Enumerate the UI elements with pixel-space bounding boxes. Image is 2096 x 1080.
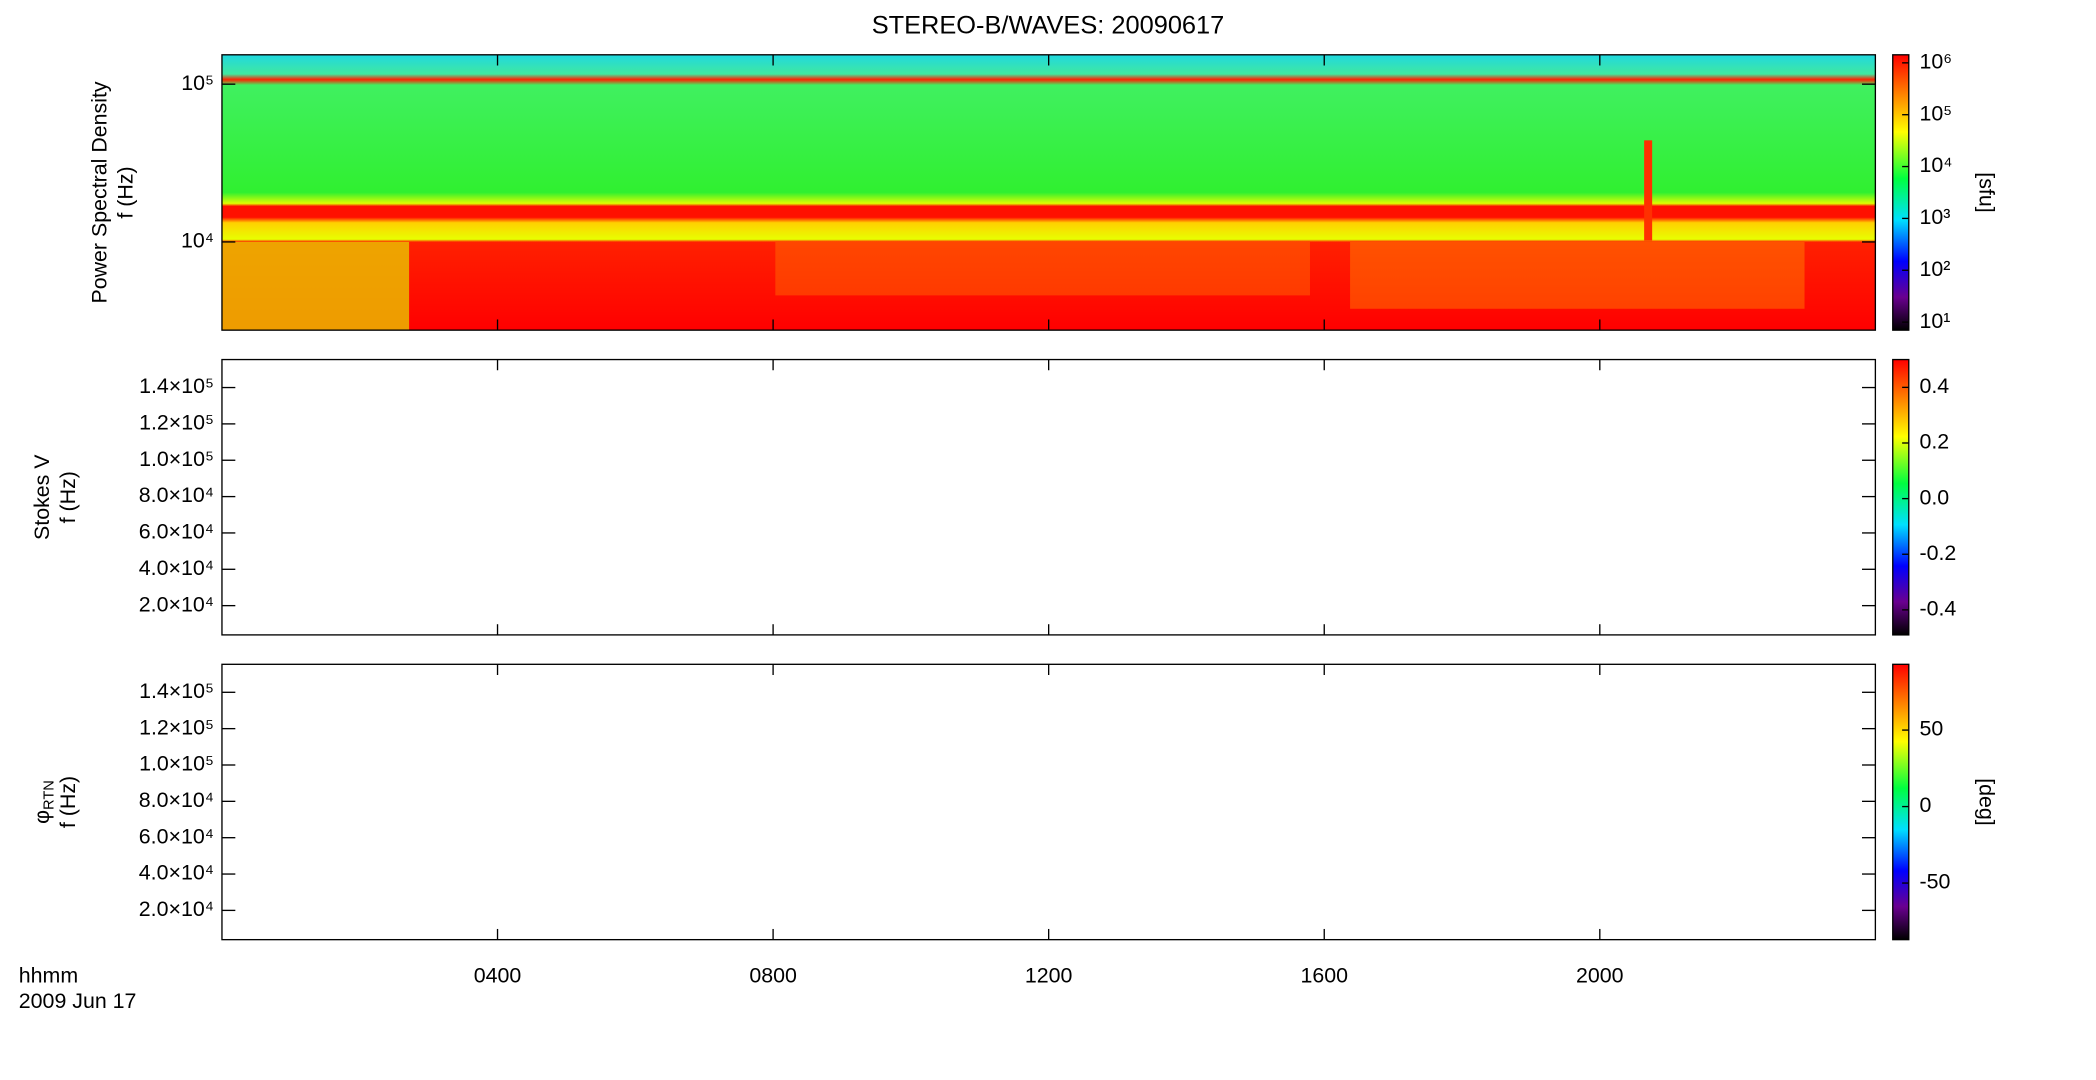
spectrogram-patch: [775, 241, 1310, 296]
chart-title: STEREO-B/WAVES: 20090617: [872, 11, 1225, 39]
y-axis-label-text: φ: [29, 810, 53, 824]
colorbar-label: [sfu]: [1974, 172, 1998, 212]
y-tick-label: 1.0×10⁵: [139, 447, 214, 471]
colorbar-tick-label: 10²: [1919, 257, 1950, 281]
colorbar-tick-label: 0.2: [1919, 430, 1949, 454]
y-tick-label: 10⁴: [181, 229, 214, 253]
y-axis-unit: f (Hz): [114, 166, 138, 218]
colorbar-tick-label: 10⁶: [1919, 49, 1952, 73]
y-axis-label: φRTN: [29, 780, 57, 824]
y-axis-label-text: Power Spectral Density: [87, 81, 111, 303]
colorbar: [1892, 663, 1910, 941]
colorbar-tick-label: -50: [1919, 870, 1950, 894]
y-tick-label: 1.4×10⁵: [139, 679, 214, 703]
spectrogram-image: [221, 54, 1876, 331]
y-tick-label: 8.0×10⁴: [139, 788, 214, 812]
x-tick-label: 0400: [474, 964, 522, 988]
plot-frame: [221, 358, 1877, 636]
y-axis-unit: f (Hz): [56, 776, 80, 828]
spectrogram-patch: [221, 241, 410, 331]
y-axis-label-subscript: RTN: [41, 780, 57, 810]
x-tick-label: 2000: [1576, 964, 1624, 988]
colorbar: [1892, 358, 1910, 636]
x-tick-label: 1600: [1300, 964, 1348, 988]
x-axis-label: hhmm: [19, 964, 78, 988]
y-tick-label: 1.2×10⁵: [139, 411, 214, 435]
colorbar-tick-label: 0.0: [1919, 485, 1949, 509]
colorbar-tick-label: 10³: [1919, 205, 1950, 229]
y-tick-label: 6.0×10⁴: [139, 824, 214, 848]
colorbar-tick-label: 0.4: [1919, 374, 1949, 398]
colorbar-label: [deg]: [1974, 778, 1998, 826]
y-tick-label: 4.0×10⁴: [139, 861, 214, 885]
y-axis-label-text: Stokes V: [29, 454, 53, 540]
y-axis-label: Stokes V: [29, 454, 53, 540]
spectrogram-fill: [221, 54, 1876, 331]
colorbar-tick-label: 10⁵: [1919, 101, 1952, 125]
y-tick-label: 1.4×10⁵: [139, 374, 214, 398]
y-tick-label: 10⁵: [181, 71, 214, 95]
y-tick-label: 4.0×10⁴: [139, 556, 214, 580]
x-tick-label: 0800: [749, 964, 797, 988]
colorbar-tick-label: -0.2: [1919, 541, 1956, 565]
y-axis-unit: f (Hz): [56, 471, 80, 523]
plot-frame: [221, 663, 1877, 941]
spectrogram-patch: [1350, 241, 1805, 309]
colorbar: [1892, 54, 1910, 331]
spectrogram-burst: [1644, 140, 1653, 241]
y-tick-label: 1.0×10⁵: [139, 752, 214, 776]
date-label: 2009 Jun 17: [19, 989, 137, 1013]
y-axis-label: Power Spectral Density: [87, 81, 111, 303]
y-tick-label: 2.0×10⁴: [139, 592, 214, 616]
y-tick-label: 2.0×10⁴: [139, 897, 214, 921]
colorbar-tick-label: -0.4: [1919, 597, 1956, 621]
colorbar-tick-label: 0: [1919, 793, 1931, 817]
y-tick-label: 1.2×10⁵: [139, 715, 214, 739]
y-tick-label: 6.0×10⁴: [139, 520, 214, 544]
colorbar-tick-label: 50: [1919, 717, 1943, 741]
colorbar-tick-label: 10⁴: [1919, 153, 1952, 177]
y-tick-label: 8.0×10⁴: [139, 483, 214, 507]
colorbar-tick-label: 10¹: [1919, 309, 1950, 333]
x-tick-label: 1200: [1025, 964, 1073, 988]
